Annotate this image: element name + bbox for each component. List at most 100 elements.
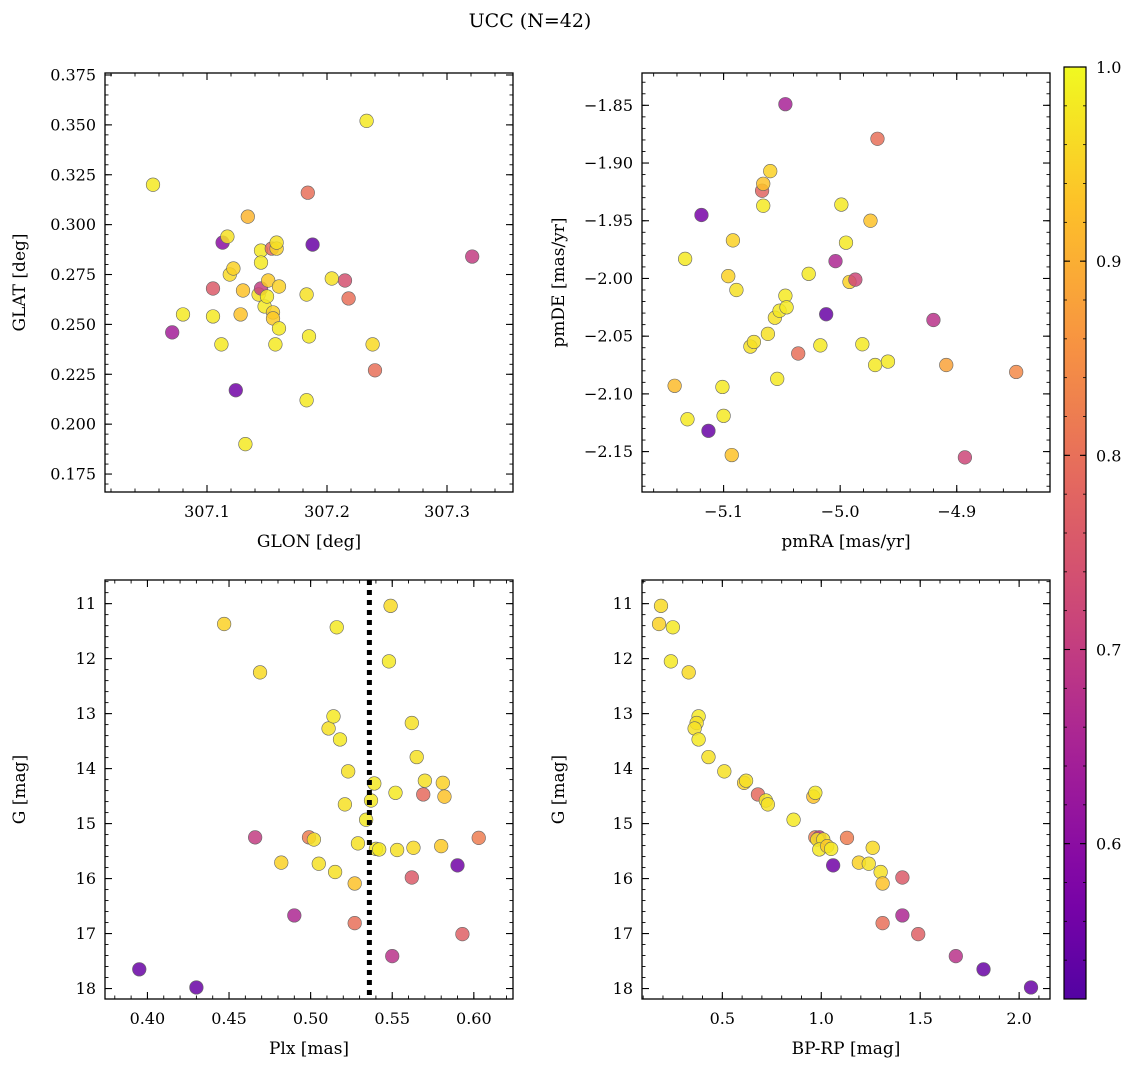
colorbar-gradient	[1063, 66, 1087, 1000]
data-point	[724, 447, 739, 463]
axes-frame	[104, 579, 514, 1000]
data-point	[729, 282, 744, 298]
data-point	[240, 209, 255, 224]
data-point	[716, 408, 731, 423]
y-tick-label: −2.00	[584, 269, 633, 288]
data-point	[326, 709, 341, 724]
data-point	[824, 841, 839, 856]
y-tick-label: 17	[76, 924, 96, 943]
y-tick-label: 0.175	[50, 465, 96, 484]
data-point	[359, 113, 374, 128]
data-point	[435, 775, 450, 791]
data-point	[189, 980, 204, 995]
data-point	[746, 334, 762, 350]
data-point	[663, 654, 678, 669]
data-point	[287, 908, 302, 923]
x-tick-label: 2.0	[1006, 1009, 1031, 1028]
x-tick-label: −5.1	[704, 502, 743, 521]
y-axis-label: G [mag]	[10, 755, 30, 824]
x-tick-label: −5.0	[821, 502, 860, 521]
y-tick-label: 11	[613, 594, 633, 613]
x-tick-label: 0.55	[374, 1009, 410, 1028]
data-point	[233, 307, 248, 322]
data-point	[132, 962, 147, 977]
data-point	[306, 832, 322, 847]
data-point	[760, 326, 776, 341]
data-point	[826, 858, 841, 873]
colorbar-tick-label: 0.6	[1096, 835, 1121, 854]
data-point	[801, 266, 816, 281]
axes-frame	[641, 579, 1051, 1000]
data-point	[855, 337, 870, 352]
data-point	[848, 272, 863, 287]
colorbar: 0.6 0.7 0.8 0.9 1.0	[1063, 58, 1121, 1000]
x-tick-label: 0.60	[456, 1009, 492, 1028]
x-tick-label: 0.50	[293, 1009, 329, 1028]
scatter-points	[145, 113, 480, 452]
y-axis-label: G [mag]	[549, 755, 569, 824]
data-point	[365, 337, 380, 352]
data-point	[839, 830, 855, 845]
y-tick-label: 0.250	[50, 315, 96, 334]
data-point	[404, 715, 419, 731]
colorbar-tick-label: 0.8	[1096, 446, 1121, 465]
data-point	[665, 620, 680, 635]
data-point	[205, 309, 221, 324]
x-tick-label: 1.0	[809, 1009, 834, 1028]
x-tick-label: 0.40	[130, 1009, 166, 1028]
y-tick-label: 0.275	[50, 265, 96, 284]
x-tick-label: 307.1	[184, 502, 230, 521]
y-tick-label: 11	[76, 594, 96, 613]
data-point	[778, 97, 793, 112]
data-point	[875, 876, 890, 891]
data-point	[717, 764, 732, 779]
data-point	[337, 273, 353, 288]
data-point	[721, 269, 736, 284]
data-point	[770, 371, 785, 386]
data-point	[868, 357, 883, 373]
data-point	[870, 131, 885, 146]
axes-frame	[104, 72, 514, 493]
data-point	[437, 789, 452, 804]
x-tick-label: 0.5	[710, 1009, 735, 1028]
data-point	[388, 785, 403, 800]
scatter-points	[651, 598, 1039, 995]
data-point	[406, 840, 421, 855]
data-point	[205, 281, 221, 296]
x-axis-label: BP-RP [mag]	[792, 1039, 901, 1059]
data-point	[259, 289, 275, 304]
y-tick-label: 13	[613, 704, 633, 723]
y-tick-label: 16	[613, 869, 633, 888]
data-point	[145, 177, 161, 192]
data-point	[756, 198, 771, 213]
data-point	[372, 842, 387, 857]
data-point	[1023, 980, 1039, 995]
data-point	[667, 378, 682, 393]
data-point	[651, 616, 667, 632]
data-point	[434, 839, 449, 854]
data-point	[865, 840, 880, 855]
data-point	[926, 312, 941, 328]
y-tick-label: 16	[76, 869, 96, 888]
data-point	[1009, 364, 1024, 380]
data-point	[691, 732, 706, 747]
data-point	[417, 773, 432, 788]
data-point	[341, 764, 356, 779]
data-point	[329, 620, 344, 635]
y-tick-label: 15	[613, 814, 633, 833]
data-point	[299, 287, 314, 302]
y-tick-label: −2.15	[584, 442, 633, 461]
data-point	[321, 721, 336, 736]
data-point	[235, 283, 251, 298]
data-point	[252, 665, 268, 680]
data-point	[939, 357, 954, 373]
data-point	[261, 273, 276, 288]
y-tick-label: 17	[613, 924, 633, 943]
data-point	[409, 749, 424, 765]
data-point	[404, 870, 419, 885]
data-point	[880, 354, 896, 369]
figure-title: UCC (N=42)	[469, 10, 592, 32]
data-point	[861, 856, 876, 871]
scatter-points	[132, 598, 486, 995]
